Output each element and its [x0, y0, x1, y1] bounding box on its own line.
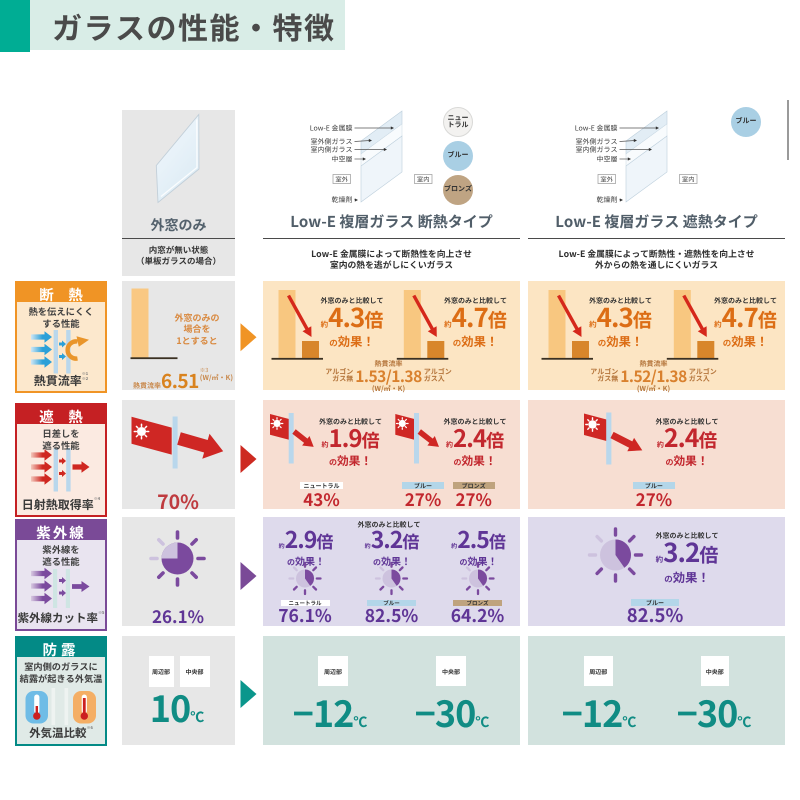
svg-text:乾燥剤: 乾燥剤 [332, 195, 353, 205]
svg-text:Low-E 金属膜: Low-E 金属膜 [310, 123, 353, 133]
svg-text:室内: 室内 [417, 175, 430, 184]
svg-text:中空層: 中空層 [332, 154, 353, 164]
svg-text:室内側ガラス: 室内側ガラス [311, 145, 353, 155]
svg-text:室外: 室外 [335, 175, 348, 184]
svg-text:室外側ガラス: 室外側ガラス [311, 137, 353, 147]
